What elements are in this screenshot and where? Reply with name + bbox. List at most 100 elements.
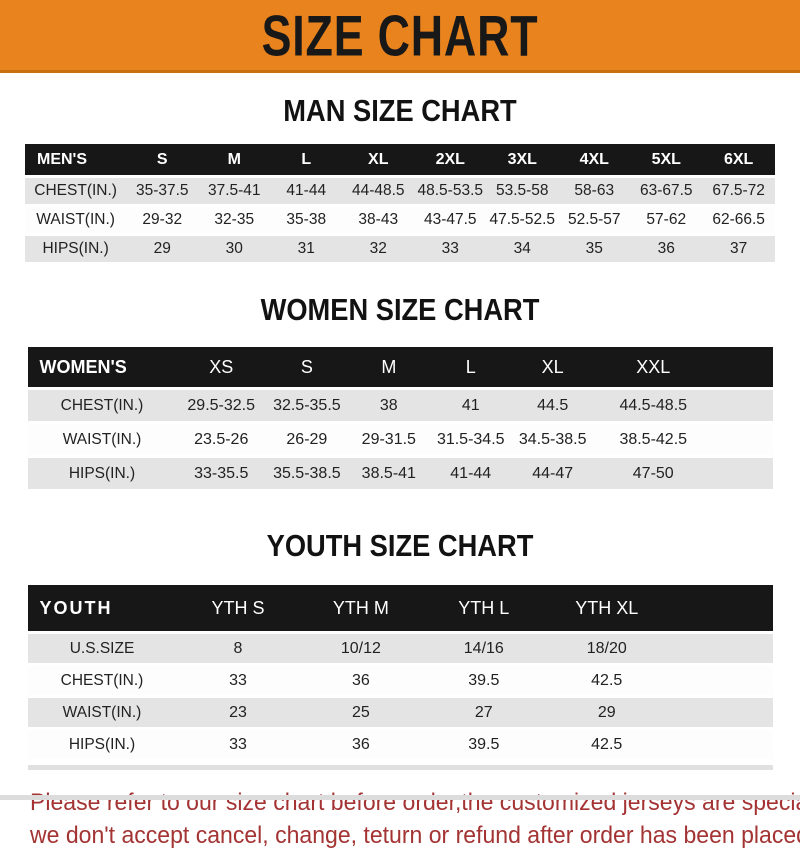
size-column-header: XXL: [593, 347, 713, 387]
mens-size-table: MEN'S S M L XL 2XL 3XL 4XL 5XL 6XL CHEST(IN.) 35-37…: [25, 141, 775, 265]
table-row: HIPS(IN.) 33-35.5 35.5-38.5 38.5-41 41-44 44-…: [27, 458, 773, 489]
page-bottom-strip: [0, 795, 800, 800]
size-value: 33: [414, 236, 487, 262]
women-section-title: WOMEN SIZE CHART: [260, 292, 540, 327]
size-value: 29: [126, 236, 199, 262]
size-value: 37: [702, 236, 775, 262]
size-column-header: XS: [176, 347, 266, 387]
size-value: 32: [342, 236, 415, 262]
table-row: U.S.SIZE 8 10/12 14/16 18/20: [27, 634, 773, 663]
size-value: 33: [176, 666, 300, 695]
filler-cell: [668, 698, 773, 727]
size-value: 29.5-32.5: [176, 390, 266, 421]
filler-header-cell: [712, 347, 773, 387]
youth-section-title: YOUTH SIZE CHART: [266, 528, 534, 563]
size-value: 38.5-42.5: [593, 424, 713, 455]
measurement-label: WAIST(IN.): [27, 698, 177, 727]
size-column-header: M: [198, 144, 271, 175]
filler-cell: [712, 390, 773, 421]
size-column-header: XL: [342, 144, 415, 175]
size-value: 43-47.5: [414, 207, 487, 233]
filler-cell: [668, 634, 773, 663]
measurement-label: WAIST(IN.): [25, 207, 127, 233]
size-value: 25: [299, 698, 423, 727]
size-value: 35-37.5: [126, 178, 199, 204]
size-value: 8: [176, 634, 300, 663]
size-column-header: L: [429, 347, 512, 387]
table-row: WAIST(IN.) 23 25 27 29: [27, 698, 773, 727]
size-value: 53.5-58: [486, 178, 559, 204]
size-value: 31: [270, 236, 343, 262]
size-column-header: YTH XL: [545, 585, 669, 631]
size-value: 52.5-57: [558, 207, 631, 233]
size-value: 62-66.5: [702, 207, 775, 233]
size-column-header: XL: [511, 347, 594, 387]
measurement-label: HIPS(IN.): [27, 730, 177, 759]
table-row: WAIST(IN.) 29-32 32-35 35-38 38-43 43-47.5 47.…: [25, 207, 775, 233]
size-value: 29: [545, 698, 669, 727]
filler-header-cell: [668, 585, 773, 631]
size-value: 57-62: [630, 207, 703, 233]
disclaimer-line-1: Please refer to our size chart before or…: [30, 789, 800, 816]
table-row: WAIST(IN.) 23.5-26 26-29 29-31.5 31.5-34.5 34…: [27, 424, 773, 455]
size-column-header: M: [347, 347, 430, 387]
size-value: 18/20: [545, 634, 669, 663]
filler-cell: [668, 730, 773, 759]
size-value: 27: [422, 698, 546, 727]
table-row: HIPS(IN.) 29 30 31 32 33 34 35 36 37: [25, 236, 775, 262]
size-value: 35-38: [270, 207, 343, 233]
youth-size-table: YOUTH YTH S YTH M YTH L YTH XL U.S.SIZE 8 10/12…: [27, 582, 773, 762]
size-column-header: YTH M: [299, 585, 423, 631]
size-column-header: 5XL: [630, 144, 703, 175]
size-value: 29-31.5: [347, 424, 430, 455]
size-value: 39.5: [422, 730, 546, 759]
size-value: 32.5-35.5: [265, 390, 348, 421]
size-value: 41-44: [270, 178, 343, 204]
size-column-header: YTH S: [176, 585, 300, 631]
size-column-header: L: [270, 144, 343, 175]
table-title-cell: WOMEN'S: [27, 347, 177, 387]
size-value: 44-47: [511, 458, 594, 489]
size-value: 36: [299, 666, 423, 695]
table-row: HIPS(IN.) 33 36 39.5 42.5: [27, 730, 773, 759]
size-value: 36: [299, 730, 423, 759]
size-column-header: S: [126, 144, 199, 175]
size-value: 39.5: [422, 666, 546, 695]
size-value: 63-67.5: [630, 178, 703, 204]
table-header-row: MEN'S S M L XL 2XL 3XL 4XL 5XL 6XL: [25, 144, 775, 175]
filler-cell: [668, 666, 773, 695]
size-value: 33: [176, 730, 300, 759]
size-value: 31.5-34.5: [429, 424, 512, 455]
size-column-header: 6XL: [702, 144, 775, 175]
table-title-cell: MEN'S: [25, 144, 127, 175]
measurement-label: HIPS(IN.): [25, 236, 127, 262]
size-value: 67.5-72: [702, 178, 775, 204]
size-value: 32-35: [198, 207, 271, 233]
measurement-label: CHEST(IN.): [27, 390, 177, 421]
measurement-label: HIPS(IN.): [27, 458, 177, 489]
size-value: 23: [176, 698, 300, 727]
measurement-label: WAIST(IN.): [27, 424, 177, 455]
table-header-row: WOMEN'S XS S M L XL XXL: [27, 347, 773, 387]
size-value: 38.5-41: [347, 458, 430, 489]
size-value: 44.5: [511, 390, 594, 421]
table-row: CHEST(IN.) 33 36 39.5 42.5: [27, 666, 773, 695]
size-value: 38: [347, 390, 430, 421]
size-value: 42.5: [545, 730, 669, 759]
page-title: SIZE CHART: [261, 2, 539, 68]
table-bottom-strip: [27, 765, 773, 770]
disclaimer-line-2: we don't accept cancel, change, teturn o…: [30, 822, 800, 849]
size-value: 47-50: [593, 458, 713, 489]
size-value: 23.5-26: [176, 424, 266, 455]
size-value: 42.5: [545, 666, 669, 695]
man-section-title: MAN SIZE CHART: [283, 93, 517, 128]
size-value: 41-44: [429, 458, 512, 489]
filler-cell: [712, 424, 773, 455]
table-header-row: YOUTH YTH S YTH M YTH L YTH XL: [27, 585, 773, 631]
size-value: 30: [198, 236, 271, 262]
size-value: 44.5-48.5: [593, 390, 713, 421]
size-value: 37.5-41: [198, 178, 271, 204]
size-value: 34: [486, 236, 559, 262]
size-value: 48.5-53.5: [414, 178, 487, 204]
